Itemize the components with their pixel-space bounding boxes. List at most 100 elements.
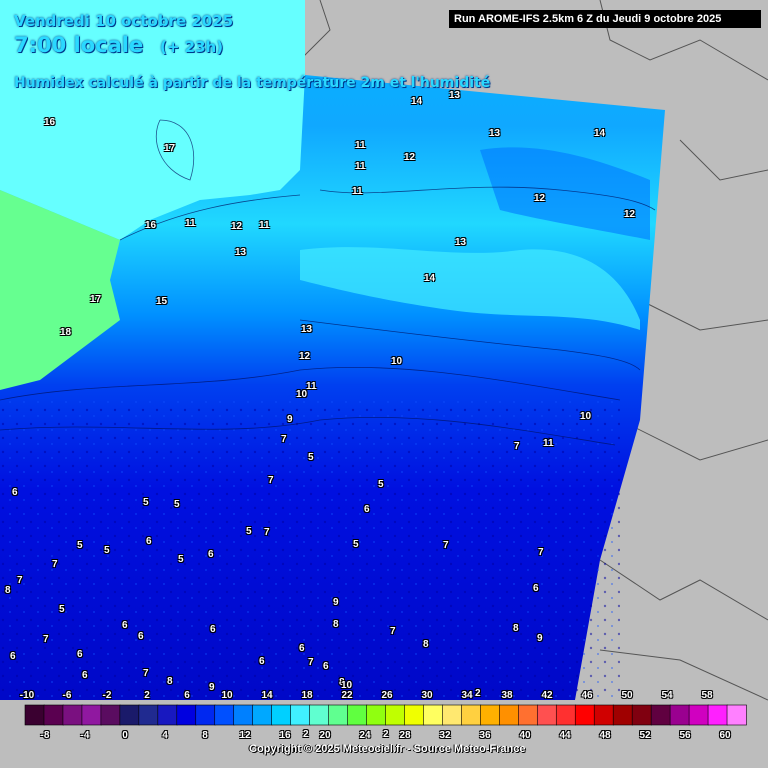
map-value-label: 7 [281,434,287,445]
map-value-label: 6 [208,549,214,560]
legend-tick-bottom: -8 [40,730,50,741]
legend-swatch [62,704,83,726]
legend-swatch [631,704,652,726]
legend-swatch [555,704,577,726]
map-value-label: 16 [44,117,56,128]
map-value-label: 5 [143,497,149,508]
legend-tick-top: 26 [381,690,393,701]
legend-tick-top: 50 [621,690,633,701]
legend-swatch [233,704,254,726]
map-value-label: 13 [235,247,247,258]
legend-tick-bottom: 56 [679,730,691,741]
map-value-label: 7 [514,441,520,452]
legend-tick-bottom: 32 [439,730,451,741]
map-value-label: 5 [104,545,110,556]
legend-swatch [612,704,633,726]
map-value-label: 13 [301,324,313,335]
map-value-label: 5 [178,554,184,565]
legend-tick-bottom: 28 [399,730,411,741]
map-value-label: 6 [364,504,370,515]
map-value-label: 14 [424,273,436,284]
legend-tick-top: 46 [581,690,593,701]
map-value-label: 13 [489,128,501,139]
legend-swatch [195,704,216,726]
legend-swatch [24,704,45,726]
forecast-time: 7:00 locale [14,33,144,57]
map-value-label: 7 [143,668,149,679]
legend-swatch [100,704,121,726]
field-texture [0,400,620,700]
map-subtitle: Humidex calculé à partir de la températu… [14,75,491,91]
legend-swatch [650,704,671,726]
map-value-label: 8 [423,639,429,650]
legend-swatch [328,704,349,726]
legend-swatch [536,704,558,726]
map-value-label: 2 [303,729,309,740]
map-value-label: 9 [537,633,543,644]
map-value-label: 10 [580,411,592,422]
legend-tick-bottom: 60 [719,730,731,741]
map-value-label: 6 [146,536,152,547]
map-value-label: 14 [594,128,606,139]
forecast-offset: (+ 23h) [160,38,224,56]
legend-swatch [138,704,159,726]
legend-tick-top: -2 [102,690,112,701]
legend-swatch [385,704,406,726]
legend-swatch [271,704,292,726]
warm-band [300,247,640,330]
map-value-label: 5 [308,452,314,463]
legend-swatch [461,704,482,726]
map-value-label: 16 [145,220,157,231]
map-value-label: 5 [378,479,384,490]
legend-tick-bottom: 4 [162,730,168,741]
map-value-label: 11 [355,140,366,151]
legend-tick-bottom: 24 [359,730,371,741]
map-value-label: 18 [60,327,72,338]
contour-lines [0,119,656,446]
map-value-label: 13 [449,90,461,101]
legend-tick-top: 18 [301,690,313,701]
legend-swatch [290,704,311,726]
legend-tick-top: 42 [541,690,553,701]
map-value-label: 5 [353,539,359,550]
map-value-label: 8 [167,676,173,687]
map-value-label: 11 [352,186,363,197]
legend-tick-bottom: 16 [279,730,291,741]
map-value-label: 6 [259,656,265,667]
sea-green-area [0,190,120,390]
legend-tick-bottom: 12 [239,730,251,741]
map-value-label: 7 [390,626,396,637]
legend-swatch [423,704,444,726]
legend-tick-bottom: -4 [80,730,90,741]
map-value-label: 5 [59,604,65,615]
legend-swatch [669,704,690,726]
legend-swatch [176,704,197,726]
legend-tick-bottom: 44 [559,730,571,741]
legend-swatch [442,704,463,726]
map-value-label: 6 [10,651,16,662]
map-value-label: 12 [624,209,636,220]
map-value-label: 7 [443,540,449,551]
legend-tick-top: -10 [19,690,35,701]
map-value-label: 9 [287,414,293,425]
legend-tick-top: 34 [461,690,473,701]
legend-swatch [688,704,709,726]
map-value-label: 8 [339,677,345,688]
map-value-label: 6 [533,583,539,594]
map-value-label: 6 [210,624,216,635]
legend-tick-top: 6 [184,690,190,701]
map-value-label: 6 [82,670,88,681]
cool-patch [480,147,650,240]
legend-swatch [214,704,235,726]
map-value-label: 10 [296,389,308,400]
map-value-label: 15 [156,296,168,307]
legend-tick-bottom: 36 [479,730,491,741]
legend-tick-bottom: 0 [122,730,128,741]
legend-tick-top: 38 [501,690,513,701]
map-value-label: 6 [122,620,128,631]
map-value-label: 6 [138,631,144,642]
legend-tick-top: 14 [261,690,273,701]
map-value-label: 12 [404,152,416,163]
model-run-label: Run AROME-IFS 2.5km 6 Z du Jeudi 9 octob… [449,10,761,28]
legend-swatch [347,704,368,726]
